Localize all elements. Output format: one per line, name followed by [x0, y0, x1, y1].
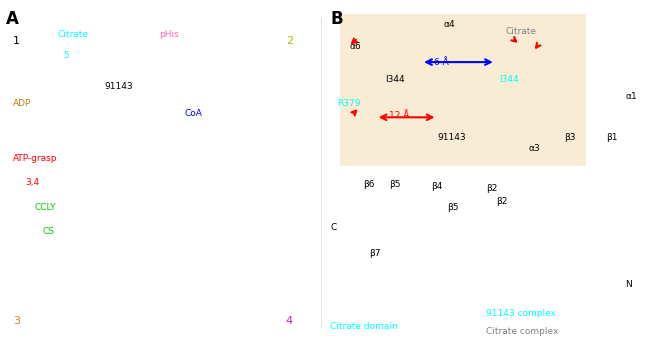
Text: Citrate: Citrate — [57, 30, 88, 39]
Text: R379: R379 — [337, 99, 360, 108]
Text: 91143: 91143 — [437, 134, 466, 142]
Text: 3,4: 3,4 — [25, 178, 40, 187]
Text: α3: α3 — [528, 144, 540, 153]
Text: β3: β3 — [564, 134, 575, 142]
Text: α1: α1 — [625, 92, 637, 101]
Text: I344: I344 — [499, 75, 518, 84]
Text: β7: β7 — [369, 249, 381, 258]
Text: β2: β2 — [496, 197, 507, 206]
Text: B: B — [330, 10, 343, 28]
Text: β5: β5 — [389, 180, 400, 189]
Text: 1: 1 — [13, 37, 19, 46]
Text: Citrate domain: Citrate domain — [330, 322, 399, 331]
Text: CoA: CoA — [184, 109, 202, 118]
Text: 6 Å: 6 Å — [434, 58, 449, 67]
Text: α4: α4 — [444, 20, 456, 29]
Text: β2: β2 — [486, 184, 498, 193]
Text: 4: 4 — [286, 316, 293, 326]
Text: Citrate: Citrate — [505, 27, 537, 36]
Text: β4: β4 — [431, 182, 443, 191]
Bar — [340, 14, 586, 166]
Text: A: A — [6, 10, 19, 28]
Text: β6: β6 — [363, 180, 375, 189]
Text: 5: 5 — [64, 51, 69, 60]
Text: 3: 3 — [13, 316, 19, 326]
Text: I344: I344 — [386, 75, 405, 84]
Text: pHis: pHis — [159, 30, 178, 39]
Text: 12 Å: 12 Å — [389, 111, 409, 120]
Text: CCLY: CCLY — [35, 203, 56, 211]
Text: ATP-grasp: ATP-grasp — [13, 154, 57, 163]
Text: α6: α6 — [350, 42, 362, 51]
Text: 91143 complex: 91143 complex — [486, 309, 556, 318]
Text: Citrate complex: Citrate complex — [486, 327, 559, 336]
Text: 2: 2 — [286, 37, 293, 46]
Text: ADP: ADP — [13, 99, 31, 108]
Text: β5: β5 — [447, 203, 459, 211]
Text: 91143: 91143 — [105, 82, 133, 91]
Text: N: N — [625, 280, 632, 289]
Text: C: C — [330, 223, 337, 232]
Text: β1: β1 — [606, 134, 618, 142]
Text: CS: CS — [43, 227, 55, 236]
